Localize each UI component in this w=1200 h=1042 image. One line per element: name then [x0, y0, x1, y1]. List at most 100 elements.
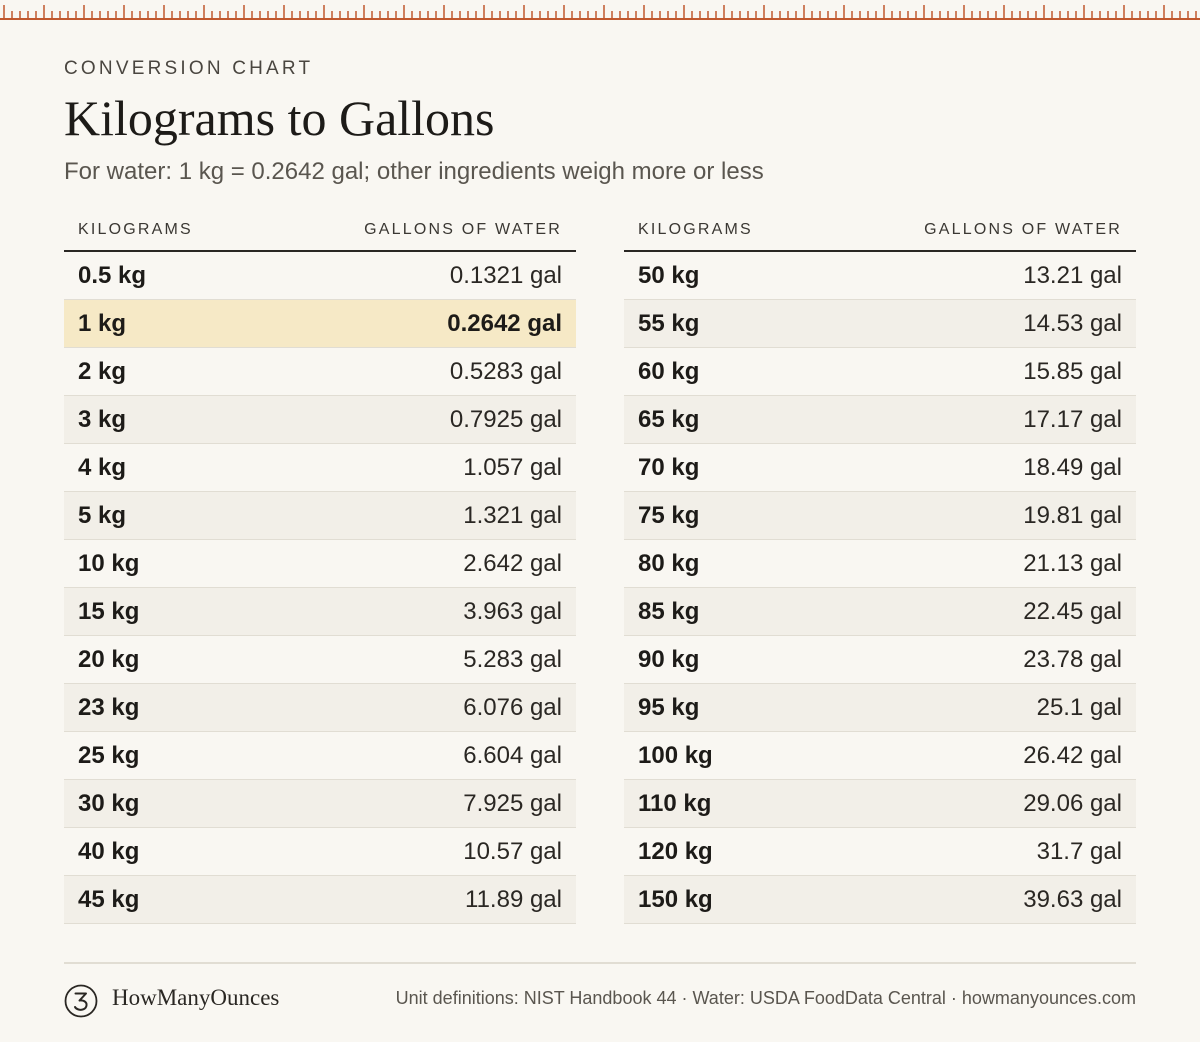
gallons-cell: 10.57 gal — [463, 837, 562, 865]
kilograms-cell: 120 kg — [638, 837, 713, 865]
table-row: 2 kg 0.5283 gal — [64, 348, 576, 396]
column-header-gallons: GALLONS OF WATER — [924, 221, 1122, 238]
table-row: 10 kg 2.642 gal — [64, 540, 576, 588]
table-row: 100 kg 26.42 gal — [624, 732, 1136, 780]
table-row: 65 kg 17.17 gal — [624, 396, 1136, 444]
gallons-cell: 1.321 gal — [463, 501, 562, 529]
table-row: 70 kg 18.49 gal — [624, 444, 1136, 492]
gallons-cell: 23.78 gal — [1023, 645, 1122, 673]
table-row: 40 kg 10.57 gal — [64, 828, 576, 876]
gallons-cell: 14.53 gal — [1023, 309, 1122, 337]
sources-text: Unit definitions: NIST Handbook 44 · Wat… — [395, 988, 1136, 1008]
gallons-cell: 7.925 gal — [463, 789, 562, 817]
table-row-highlighted: 1 kg 0.2642 gal — [64, 300, 576, 348]
kilograms-cell: 2 kg — [78, 357, 127, 385]
kilograms-cell: 10 kg — [78, 549, 140, 577]
gallons-cell: 1.057 gal — [463, 453, 562, 481]
page-subtitle: For water: 1 kg = 0.2642 gal; other ingr… — [64, 158, 764, 185]
table-header: KILOGRAMS GALLONS OF WATER — [64, 210, 576, 252]
kilograms-cell: 110 kg — [638, 789, 712, 817]
conversion-table-right: KILOGRAMS GALLONS OF WATER 50 kg 13.21 ga… — [624, 210, 1136, 924]
table-row: 4 kg 1.057 gal — [64, 444, 576, 492]
gallons-cell: 0.1321 gal — [449, 261, 562, 289]
kilograms-cell: 90 kg — [638, 645, 700, 673]
gallons-cell: 0.7925 gal — [449, 405, 562, 433]
gallons-cell: 2.642 gal — [463, 549, 562, 577]
kilograms-cell: 40 kg — [78, 837, 140, 865]
column-header-gallons: GALLONS OF WATER — [364, 221, 562, 238]
kilograms-cell: 65 kg — [638, 405, 700, 433]
table-row: 0.5 kg 0.1321 gal — [64, 252, 576, 300]
gallons-cell: 5.283 gal — [463, 645, 562, 673]
table-body: 50 kg 13.21 gal 55 kg 14.53 gal 60 kg 15.85 g… — [624, 252, 1136, 924]
gallons-cell: 15.85 gal — [1023, 357, 1122, 385]
kilograms-cell: 45 kg — [78, 885, 140, 913]
table-row: 110 kg 29.06 gal — [624, 780, 1136, 828]
gallons-cell: 17.17 gal — [1023, 405, 1122, 433]
table-row: 30 kg 7.925 gal — [64, 780, 576, 828]
table-row: 20 kg 5.283 gal — [64, 636, 576, 684]
kilograms-cell: 80 kg — [638, 549, 700, 577]
conversion-table-left: KILOGRAMS GALLONS OF WATER 0.5 kg 0.1321 … — [64, 210, 576, 924]
gallons-cell: 19.81 gal — [1023, 501, 1122, 529]
table-row: 75 kg 19.81 gal — [624, 492, 1136, 540]
gallons-cell: 22.45 gal — [1023, 597, 1122, 625]
kilograms-cell: 20 kg — [78, 645, 140, 673]
brand-name: HowManyOunces — [112, 985, 280, 1010]
kilograms-cell: 4 kg — [78, 453, 127, 481]
table-row: 120 kg 31.7 gal — [624, 828, 1136, 876]
table-row: 80 kg 21.13 gal — [624, 540, 1136, 588]
gallons-cell: 0.5283 gal — [449, 357, 562, 385]
kilograms-cell: 75 kg — [638, 501, 700, 529]
table-row: 3 kg 0.7925 gal — [64, 396, 576, 444]
table-body: 0.5 kg 0.1321 gal 1 kg 0.2642 gal 2 kg 0.5283… — [64, 252, 576, 924]
eyebrow-label: CONVERSION CHART — [64, 58, 314, 79]
kilograms-cell: 60 kg — [638, 357, 700, 385]
column-header-kilograms: KILOGRAMS — [638, 221, 753, 238]
gallons-cell: 6.076 gal — [463, 693, 562, 721]
kilograms-cell: 23 kg — [78, 693, 140, 721]
kilograms-cell: 5 kg — [78, 501, 127, 529]
kilograms-cell: 50 kg — [638, 261, 700, 289]
table-row: 5 kg 1.321 gal — [64, 492, 576, 540]
table-row: 50 kg 13.21 gal — [624, 252, 1136, 300]
kilograms-cell: 25 kg — [78, 741, 140, 769]
kilograms-cell: 100 kg — [638, 741, 713, 769]
table-row: 90 kg 23.78 gal — [624, 636, 1136, 684]
kilograms-cell: 85 kg — [638, 597, 700, 625]
gallons-cell: 29.06 gal — [1023, 789, 1122, 817]
kilograms-cell: 1 kg — [78, 309, 127, 337]
table-header: KILOGRAMS GALLONS OF WATER — [624, 210, 1136, 252]
table-row: 150 kg 39.63 gal — [624, 876, 1136, 924]
table-row: 85 kg 22.45 gal — [624, 588, 1136, 636]
gallons-cell: 11.89 gal — [465, 885, 562, 913]
gallons-cell: 18.49 gal — [1023, 453, 1122, 481]
column-header-kilograms: KILOGRAMS — [78, 221, 193, 238]
kilograms-cell: 55 kg — [638, 309, 700, 337]
gallons-cell: 13.21 gal — [1023, 261, 1122, 289]
ounce-glyph-icon — [64, 984, 98, 1018]
kilograms-cell: 30 kg — [78, 789, 140, 817]
gallons-cell: 25.1 gal — [1036, 693, 1122, 721]
table-row: 95 kg 25.1 gal — [624, 684, 1136, 732]
kilograms-cell: 15 kg — [78, 597, 140, 625]
gallons-cell: 39.63 gal — [1023, 885, 1122, 913]
table-row: 25 kg 6.604 gal — [64, 732, 576, 780]
table-row: 45 kg 11.89 gal — [64, 876, 576, 924]
table-row: 60 kg 15.85 gal — [624, 348, 1136, 396]
footer-divider — [64, 962, 1136, 964]
kilograms-cell: 95 kg — [638, 693, 700, 721]
table-row: 23 kg 6.076 gal — [64, 684, 576, 732]
kilograms-cell: 70 kg — [638, 453, 700, 481]
kilograms-cell: 0.5 kg — [78, 261, 147, 289]
kilograms-cell: 3 kg — [78, 405, 127, 433]
kilograms-cell: 150 kg — [638, 885, 713, 913]
gallons-cell: 0.2642 gal — [447, 309, 562, 337]
ruler-decoration — [0, 5, 1200, 20]
gallons-cell: 31.7 gal — [1036, 837, 1122, 865]
table-row: 55 kg 14.53 gal — [624, 300, 1136, 348]
page-title: Kilograms to Gallons — [64, 90, 495, 146]
gallons-cell: 26.42 gal — [1023, 741, 1122, 769]
table-row: 15 kg 3.963 gal — [64, 588, 576, 636]
gallons-cell: 3.963 gal — [463, 597, 562, 625]
